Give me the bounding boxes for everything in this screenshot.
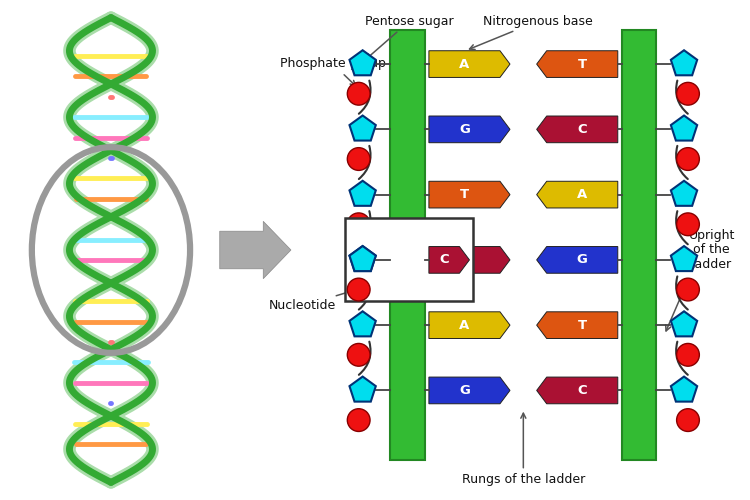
Circle shape	[347, 344, 370, 366]
Text: A: A	[577, 188, 587, 201]
Circle shape	[347, 408, 370, 432]
Polygon shape	[670, 312, 698, 336]
Polygon shape	[429, 246, 470, 273]
Polygon shape	[429, 182, 510, 208]
Polygon shape	[537, 116, 618, 142]
Text: C: C	[578, 384, 587, 397]
Circle shape	[347, 278, 370, 301]
Text: T: T	[578, 58, 586, 70]
Text: C: C	[578, 123, 587, 136]
Polygon shape	[670, 116, 698, 140]
Polygon shape	[429, 377, 510, 404]
Text: Nitrogenous base: Nitrogenous base	[470, 14, 593, 50]
Bar	[622, 30, 656, 460]
Polygon shape	[429, 312, 510, 338]
Text: Phosphate group: Phosphate group	[280, 57, 386, 86]
Circle shape	[676, 213, 699, 236]
Text: A: A	[459, 58, 470, 70]
Polygon shape	[670, 246, 698, 271]
Polygon shape	[350, 181, 376, 206]
FancyArrow shape	[220, 222, 291, 278]
Circle shape	[676, 408, 699, 432]
Text: T: T	[578, 318, 586, 332]
Text: Nucleotide: Nucleotide	[269, 290, 352, 312]
Polygon shape	[350, 116, 376, 140]
Polygon shape	[537, 50, 618, 78]
Text: A: A	[459, 318, 470, 332]
Circle shape	[347, 82, 370, 105]
Polygon shape	[670, 376, 698, 402]
Text: C: C	[440, 254, 449, 266]
FancyBboxPatch shape	[345, 218, 473, 302]
Polygon shape	[537, 246, 618, 273]
Polygon shape	[429, 246, 510, 273]
Polygon shape	[670, 181, 698, 206]
Polygon shape	[670, 50, 698, 76]
Polygon shape	[350, 50, 376, 76]
Circle shape	[347, 278, 370, 301]
Polygon shape	[350, 246, 376, 271]
Bar	[390, 30, 425, 460]
Circle shape	[347, 148, 370, 171]
Polygon shape	[537, 377, 618, 404]
Text: G: G	[459, 123, 470, 136]
Text: Pentose sugar: Pentose sugar	[365, 14, 454, 59]
Circle shape	[676, 278, 699, 301]
Polygon shape	[537, 312, 618, 338]
Text: Rungs of the ladder: Rungs of the ladder	[462, 413, 585, 486]
Text: T: T	[460, 188, 469, 201]
Polygon shape	[429, 50, 510, 78]
Circle shape	[676, 344, 699, 366]
Polygon shape	[350, 312, 376, 336]
Text: G: G	[459, 384, 470, 397]
Polygon shape	[350, 376, 376, 402]
Text: Upright
of the
ladder: Upright of the ladder	[688, 228, 735, 272]
Circle shape	[676, 82, 699, 105]
Polygon shape	[429, 116, 510, 142]
Text: C: C	[460, 254, 470, 266]
Circle shape	[347, 213, 370, 236]
Polygon shape	[350, 246, 376, 271]
Polygon shape	[537, 182, 618, 208]
Text: G: G	[577, 254, 588, 266]
Circle shape	[676, 148, 699, 171]
